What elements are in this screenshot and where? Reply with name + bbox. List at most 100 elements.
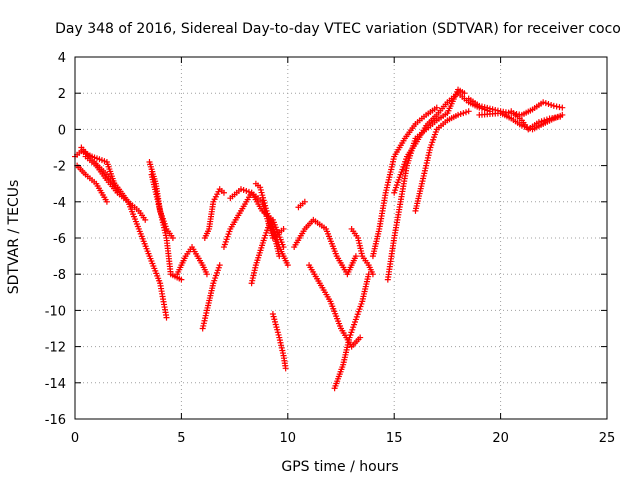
- data-point: [280, 225, 287, 232]
- data-point: [461, 90, 468, 97]
- y-axis-label: SDTVAR / TECUs: [6, 180, 22, 295]
- y-tick-label: -14: [45, 377, 66, 392]
- data-series-track: [269, 311, 289, 372]
- data-series-track: [291, 216, 359, 278]
- x-axis-label: GPS time / hours: [281, 459, 398, 475]
- data-point: [275, 331, 282, 338]
- data-series-track: [369, 104, 440, 260]
- data-series-track: [146, 158, 176, 241]
- data-point: [261, 200, 268, 207]
- data-point: [260, 197, 267, 204]
- data-series-track: [248, 216, 291, 287]
- data-point: [240, 187, 247, 194]
- y-tick-label: 4: [58, 51, 66, 66]
- data-point: [543, 116, 550, 123]
- data-point: [301, 198, 308, 205]
- data-point: [163, 314, 170, 321]
- data-point: [550, 102, 557, 109]
- data-point: [259, 194, 266, 201]
- data-point: [271, 316, 278, 323]
- data-point: [272, 318, 279, 325]
- data-point: [545, 101, 552, 108]
- data-point: [541, 117, 548, 124]
- data-point: [269, 311, 276, 318]
- data-series-track: [348, 225, 376, 278]
- data-series-track: [295, 198, 308, 211]
- data-point: [518, 122, 525, 129]
- data-point: [548, 101, 555, 108]
- data-point: [262, 205, 269, 212]
- y-tick-label: 0: [58, 123, 66, 138]
- data-point: [542, 100, 549, 107]
- data-point: [114, 189, 121, 196]
- data-series-track: [306, 262, 364, 350]
- x-tick-label: 0: [71, 431, 79, 446]
- data-point: [352, 253, 359, 260]
- data-point: [282, 365, 289, 372]
- data-point: [103, 198, 110, 205]
- y-tick-label: -10: [45, 304, 66, 319]
- data-point: [457, 111, 464, 118]
- data-point: [476, 102, 483, 109]
- data-marks: [72, 86, 566, 392]
- x-tick-label: 15: [386, 431, 403, 446]
- data-point: [357, 334, 364, 341]
- data-point: [203, 271, 210, 278]
- data-point: [274, 329, 281, 336]
- y-tick-label: -12: [45, 341, 66, 356]
- data-point: [369, 271, 376, 278]
- data-point: [455, 111, 462, 118]
- data-point: [557, 113, 564, 120]
- data-point: [243, 187, 250, 194]
- data-point: [220, 189, 227, 196]
- x-tick-label: 20: [492, 431, 509, 446]
- data-series-track: [148, 171, 185, 283]
- y-tick-label: -4: [53, 196, 66, 211]
- data-series-track: [74, 162, 110, 205]
- data-series-track: [201, 186, 227, 241]
- x-tick-label: 5: [177, 431, 185, 446]
- data-point: [535, 119, 542, 126]
- chart-title: Day 348 of 2016, Sidereal Day-to-day VTE…: [55, 21, 621, 37]
- data-point: [478, 103, 485, 110]
- data-point: [433, 104, 440, 111]
- data-series-track: [78, 144, 170, 321]
- data-point: [259, 192, 266, 199]
- y-tick-label: -2: [53, 160, 66, 175]
- data-point: [486, 105, 493, 112]
- data-series-track: [199, 262, 223, 332]
- data-point: [257, 186, 264, 193]
- data-point: [553, 103, 560, 110]
- data-point: [178, 276, 185, 283]
- data-series-track: [465, 95, 566, 118]
- x-tick-label: 10: [280, 431, 297, 446]
- y-tick-label: -6: [53, 232, 66, 247]
- y-tick-label: -8: [53, 268, 66, 283]
- data-point: [258, 189, 265, 196]
- data-point: [284, 262, 291, 269]
- axis-ticks: 0 5 10 15 20 25 -16 -14 -12 -10 -8 -6 -4 -2 0 2 4: [45, 51, 616, 446]
- data-point: [274, 326, 281, 333]
- data-point: [272, 321, 279, 328]
- y-tick-label: -16: [45, 413, 66, 428]
- data-point: [273, 324, 280, 331]
- data-series-track: [82, 153, 121, 196]
- x-tick-label: 25: [599, 431, 616, 446]
- data-point: [538, 118, 545, 125]
- data-point: [460, 110, 467, 117]
- data-point: [142, 216, 149, 223]
- data-series-track: [331, 271, 372, 392]
- data-point: [237, 186, 244, 193]
- data-series-track: [412, 108, 472, 214]
- data-series-track: [508, 108, 564, 133]
- data-point: [245, 188, 252, 195]
- data-point: [540, 99, 547, 106]
- data-series-track: [174, 244, 210, 278]
- data-point: [556, 104, 563, 111]
- data-point: [463, 109, 470, 116]
- data-point: [481, 104, 488, 111]
- data-point: [262, 202, 269, 209]
- data-series-track: [391, 90, 493, 196]
- data-point: [484, 104, 491, 111]
